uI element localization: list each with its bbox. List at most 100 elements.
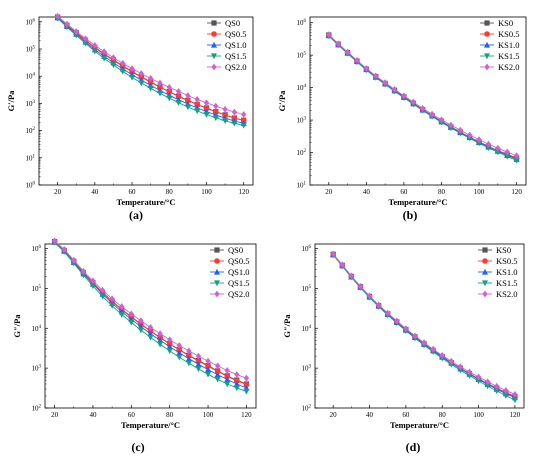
data-point [495,144,501,152]
data-point [485,140,492,148]
data-point [138,80,145,87]
legend-marker [211,20,217,26]
x-tick-label: 40 [366,411,374,419]
data-point [91,48,98,55]
legend-label: KS1.0 [498,40,520,50]
data-point [363,65,369,72]
legend-marker [484,31,490,37]
legend-marker [214,290,220,298]
legend-label: QS0.5 [225,29,247,39]
data-point [376,301,382,309]
data-point [61,246,67,253]
legend-marker [482,247,488,253]
data-point [118,312,125,318]
series-1-1 [325,32,520,162]
data-point [391,86,398,93]
data-point [205,357,211,365]
data-point [157,79,163,87]
data-point [138,70,144,77]
series-line [328,34,517,159]
panel-label: (d) [406,440,421,454]
series-1-2 [325,32,520,162]
data-point [354,57,360,64]
data-point [382,79,388,87]
data-point [430,345,436,353]
y-tick-exponent: 4 [33,73,36,78]
data-point [138,317,144,325]
x-tick-label: 120 [238,188,249,196]
y-tick-exponent: 5 [309,285,312,290]
data-point [224,367,230,374]
y-tick-label: 104 [302,325,312,333]
data-point [110,54,117,62]
legend-marker [214,280,220,287]
data-point [156,90,163,97]
y-tick-exponent: 6 [309,245,312,250]
x-tick-label: 80 [438,188,446,196]
data-point [80,272,87,279]
data-point [448,121,454,129]
data-point [109,295,115,303]
legend-marker [484,41,490,48]
data-point [466,368,473,376]
x-tick-label: 100 [203,411,214,419]
y-tick-exponent: 3 [39,365,42,370]
series-line [57,15,244,115]
legend-marker [214,268,220,275]
legend-label: QS1.0 [225,40,247,50]
data-point [92,42,98,49]
y-tick-label: 103 [26,100,36,108]
x-tick-label: 120 [241,411,252,419]
y-tick-base: 10 [297,84,305,92]
data-point [213,102,219,110]
data-point [157,341,164,348]
data-point [205,363,211,369]
data-point [185,97,191,104]
data-point [494,382,500,390]
y-tick-base: 10 [297,52,305,60]
legend-label: KS1.5 [498,51,520,61]
data-point [335,40,341,48]
data-point [147,85,154,92]
panel-label: (b) [403,208,418,222]
legend-label: QS0.5 [228,256,250,266]
data-point [412,332,418,340]
data-point [241,111,247,118]
data-point [243,374,250,382]
legend-label: KS0 [496,245,511,255]
series-2-2 [51,238,250,391]
data-point [82,40,89,47]
y-axis-label: G″/Pa [282,314,292,338]
data-point [439,351,445,359]
y-tick-label: 106 [297,19,307,27]
y-tick-exponent: 0 [33,182,36,187]
y-tick-label: 105 [302,285,312,293]
plot-frame [314,243,525,409]
legend-label: QS1.0 [228,267,250,277]
y-tick-exponent: 5 [39,285,42,290]
y-tick-exponent: 1 [33,154,36,159]
data-point [476,140,483,147]
data-point [82,35,89,43]
data-point [184,104,191,111]
data-point [403,325,409,333]
data-point [101,55,108,62]
y-tick-base: 10 [32,405,40,413]
data-point [214,376,221,383]
data-point [176,342,182,349]
data-point [166,83,172,91]
legend-marker [211,63,217,71]
x-tick-label: 80 [439,411,447,419]
data-point [186,347,192,355]
legend-marker [482,268,488,275]
data-point [148,74,154,82]
y-tick-label: 104 [26,73,36,81]
data-point [194,96,200,103]
x-tick-label: 60 [402,411,410,419]
y-tick-base: 10 [26,45,34,53]
data-point [222,118,229,124]
y-tick-label: 105 [297,52,307,60]
x-tick-label: 100 [473,411,484,419]
